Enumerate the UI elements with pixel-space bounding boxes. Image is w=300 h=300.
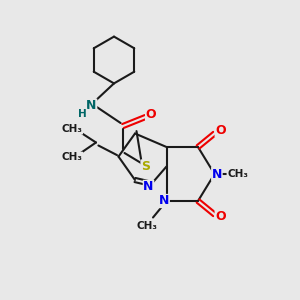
Text: O: O <box>215 210 226 224</box>
Text: S: S <box>141 160 150 173</box>
Text: N: N <box>159 194 169 208</box>
Text: CH₃: CH₃ <box>61 124 82 134</box>
Text: H: H <box>78 109 87 119</box>
Text: N: N <box>86 99 97 112</box>
Text: O: O <box>146 107 156 121</box>
Text: CH₃: CH₃ <box>136 221 158 231</box>
Text: O: O <box>215 124 226 137</box>
Text: N: N <box>143 180 154 194</box>
Text: CH₃: CH₃ <box>227 169 248 179</box>
Text: N: N <box>212 167 222 181</box>
Text: CH₃: CH₃ <box>61 152 82 162</box>
